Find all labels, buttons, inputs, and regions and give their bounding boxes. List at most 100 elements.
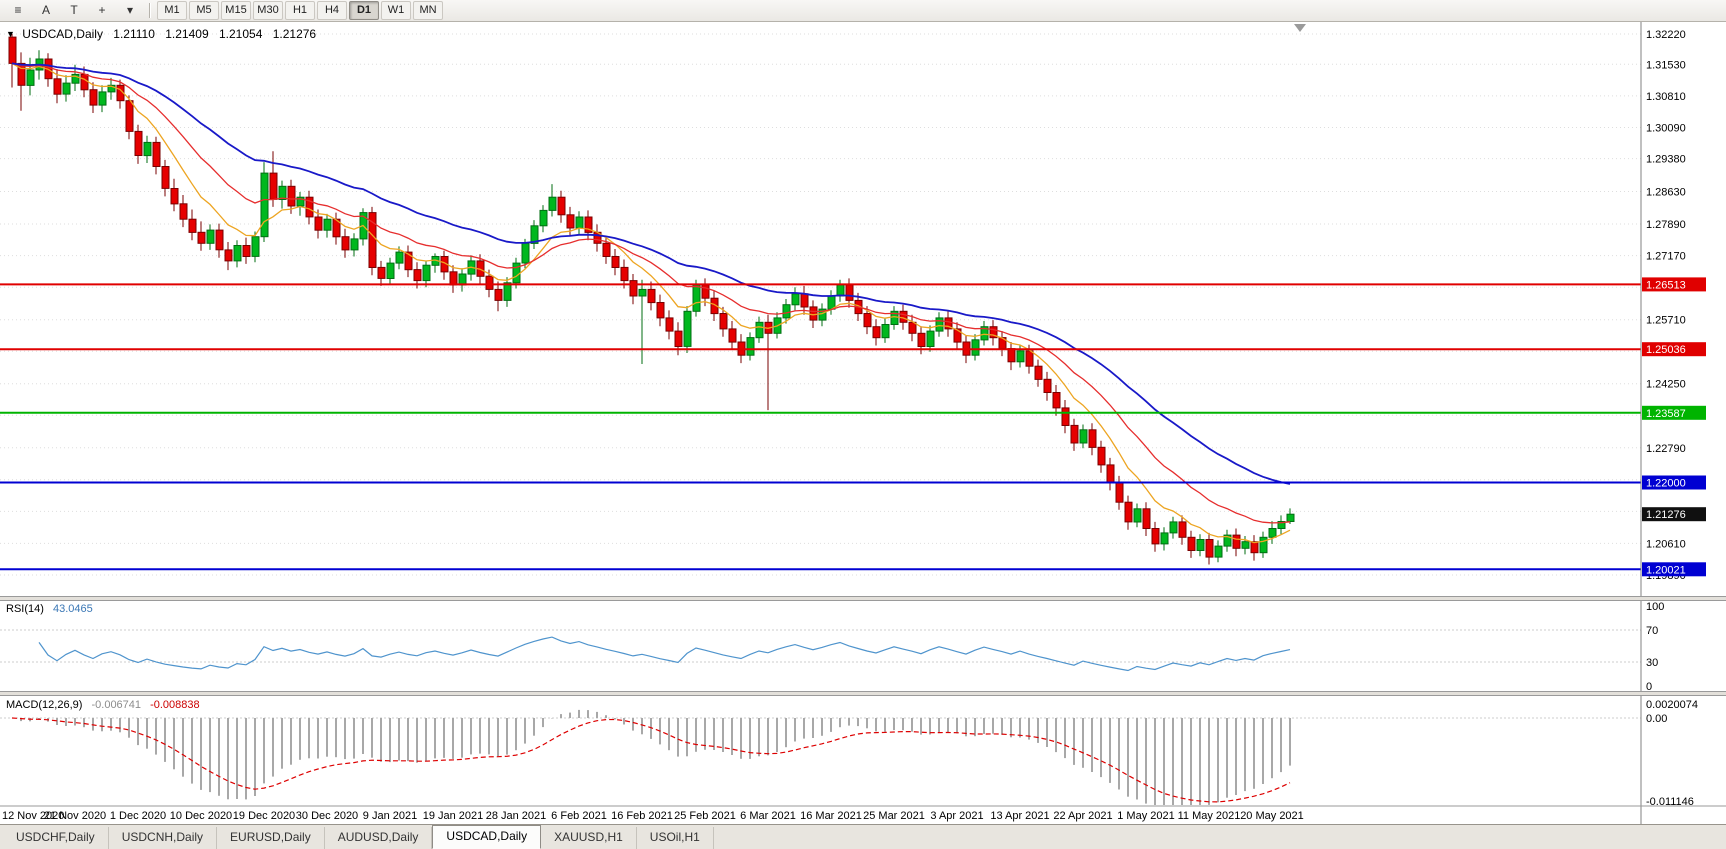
price-axis-label: 1.25710 — [1646, 315, 1686, 327]
chart-tools-group: ≡ A T + ▾ — [4, 1, 144, 20]
svg-text:1.26513: 1.26513 — [1646, 279, 1686, 291]
hline-price-tag: 1.26513 — [1642, 277, 1706, 292]
time-axis-label: 21 Nov 2020 — [44, 810, 106, 822]
price-tags[interactable]: 1.26513 1.25036 1.23587 1.22000 1.20021 1.212… — [1642, 277, 1706, 577]
ohlc-close-value: 1.21276 — [272, 27, 317, 41]
hline-price-tag: 1.20021 — [1642, 562, 1706, 577]
ma-mid-red — [11, 62, 1291, 524]
timeframe-group: M1 M5 M15 M30 H1 H4 D1 W1 MN — [156, 1, 444, 20]
macd-axis-label: -0.011146 — [1646, 796, 1694, 808]
hline-price-tag: 1.25036 — [1642, 342, 1706, 357]
timeframe-button-d1[interactable]: D1 — [349, 1, 379, 20]
dropdown-arrow-icon[interactable]: ▾ — [126, 3, 134, 17]
timeframe-button-m15[interactable]: M15 — [221, 1, 251, 20]
ohlc-high-value: 1.21409 — [165, 27, 209, 41]
price-axis[interactable]: 1.32220 1.31530 1.30810 1.30090 1.29380 1.286… — [1640, 22, 1726, 824]
top-toolbar: ≡ A T + ▾ M1 M5 M15 M30 H1 H4 D1 W1 MN — [0, 0, 1726, 22]
chart-tab-usdcnh[interactable]: USDCNH,Daily — [109, 827, 218, 849]
time-axis-label: 1 Dec 2020 — [110, 810, 166, 822]
time-axis-label: 30 Dec 2020 — [296, 810, 358, 822]
chart-symbol-label: USDCAD,Daily — [22, 27, 103, 41]
macd-axis-label: 0.0020074 — [1646, 699, 1698, 711]
rsi-axis-label: 100 — [1646, 601, 1664, 613]
rsi-axis-label: 30 — [1646, 657, 1658, 669]
price-axis-label: 1.31530 — [1646, 59, 1686, 71]
chart-shift-marker — [1294, 24, 1306, 32]
chart-tab-usdchf[interactable]: USDCHF,Daily — [3, 827, 109, 849]
time-axis-label: 22 Apr 2021 — [1053, 810, 1112, 822]
time-axis-label: 25 Mar 2021 — [863, 810, 925, 822]
panel-separator[interactable] — [0, 596, 1726, 601]
crosshair-icon[interactable]: + — [98, 3, 106, 17]
price-axis-label: 1.22790 — [1646, 443, 1686, 455]
price-axis-label: 1.28630 — [1646, 187, 1686, 199]
svg-text:1.25036: 1.25036 — [1646, 344, 1686, 356]
ohlc-low-value: 1.21054 — [218, 27, 263, 41]
chart-tab-usdcad[interactable]: USDCAD,Daily — [432, 825, 542, 849]
time-axis-label: 19 Jan 2021 — [423, 810, 484, 822]
svg-text:1.21276: 1.21276 — [1646, 509, 1686, 521]
time-axis-label: 13 Apr 2021 — [990, 810, 1049, 822]
svg-text:1.20021: 1.20021 — [1646, 564, 1686, 576]
chart-tab-eurusd[interactable]: EURUSD,Daily — [217, 827, 325, 849]
timeframe-button-mn[interactable]: MN — [413, 1, 443, 20]
rsi-indicator-label: RSI(14) 43.0465 — [6, 603, 93, 615]
time-axis-label: 28 Jan 2021 — [486, 810, 547, 822]
letter-t-tool-button[interactable]: T — [70, 3, 78, 17]
timeframe-button-m30[interactable]: M30 — [253, 1, 283, 20]
price-axis-label: 1.30090 — [1646, 123, 1686, 135]
rsi-axis-label: 0 — [1646, 681, 1652, 693]
rsi-axis-label: 70 — [1646, 625, 1658, 637]
chart-title: ▼ USDCAD,Daily 1.21110 1.21409 1.21054 1… — [6, 27, 316, 41]
timeframe-button-h1[interactable]: H1 — [285, 1, 315, 20]
price-axis-label: 1.20610 — [1646, 538, 1686, 550]
one-click-trading-toggle[interactable]: ▼ — [6, 29, 15, 39]
panel-separator[interactable] — [0, 691, 1726, 696]
timeframe-button-m5[interactable]: M5 — [189, 1, 219, 20]
current-price-tag: 1.21276 — [1642, 507, 1706, 522]
price-axis-label: 1.27890 — [1646, 219, 1686, 231]
timeframe-button-h4[interactable]: H4 — [317, 1, 347, 20]
menu-icon[interactable]: ≡ — [14, 3, 22, 17]
price-axis-label: 1.24250 — [1646, 379, 1686, 391]
time-axis-label: 25 Feb 2021 — [674, 810, 736, 822]
chart-tab-usoil[interactable]: USOil,H1 — [637, 827, 714, 849]
hline-price-tag: 1.23587 — [1642, 405, 1706, 420]
price-axis-label: 1.27170 — [1646, 251, 1686, 263]
chart-tab-audusd[interactable]: AUDUSD,Daily — [325, 827, 433, 849]
chart-tab-xauusd[interactable]: XAUUSD,H1 — [541, 827, 637, 849]
time-axis-label: 16 Mar 2021 — [800, 810, 862, 822]
timeframe-button-w1[interactable]: W1 — [381, 1, 411, 20]
macd-indicator-label: MACD(12,26,9) -0.006741 -0.008838 — [6, 699, 200, 711]
candlesticks — [8, 34, 1295, 565]
rsi-panel — [0, 629, 1641, 672]
ma-fast-orange — [11, 62, 1291, 544]
chart-canvas[interactable]: 1.32220 1.31530 1.30810 1.30090 1.29380 1.286… — [0, 0, 1726, 824]
macd-panel — [0, 709, 1641, 805]
ohlc-open-value: 1.21110 — [113, 27, 155, 41]
rsi-line — [38, 636, 1291, 672]
svg-text:1.23587: 1.23587 — [1646, 408, 1686, 420]
time-axis-label: 10 Dec 2020 — [170, 810, 232, 822]
letter-a-tool-button[interactable]: A — [41, 3, 50, 17]
time-axis-label: 1 May 2021 — [1117, 810, 1174, 822]
time-axis-label: 6 Mar 2021 — [740, 810, 796, 822]
macd-main-value: -0.006741 — [91, 699, 142, 711]
horizontal-lines[interactable] — [0, 283, 1641, 571]
time-axis-label: 11 May 2021 — [1178, 810, 1241, 822]
chart-tabs-bar: USDCHF,Daily USDCNH,Daily EURUSD,Daily AUDU… — [0, 824, 1726, 849]
macd-signal-line — [11, 717, 1291, 803]
macd-name: MACD(12,26,9) — [6, 699, 83, 711]
time-axis-label: 6 Feb 2021 — [551, 810, 607, 822]
rsi-value: 43.0465 — [52, 603, 93, 615]
macd-signal-value: -0.008838 — [150, 699, 200, 711]
time-axis-label: 9 Jan 2021 — [363, 810, 417, 822]
timeframe-button-m1[interactable]: M1 — [157, 1, 187, 20]
time-axis-label: 3 Apr 2021 — [930, 810, 983, 822]
toolbar-separator — [149, 3, 151, 18]
rsi-name: RSI(14) — [6, 603, 44, 615]
time-axis-label: 19 Dec 2020 — [233, 810, 295, 822]
price-axis-label: 1.32220 — [1646, 29, 1686, 41]
